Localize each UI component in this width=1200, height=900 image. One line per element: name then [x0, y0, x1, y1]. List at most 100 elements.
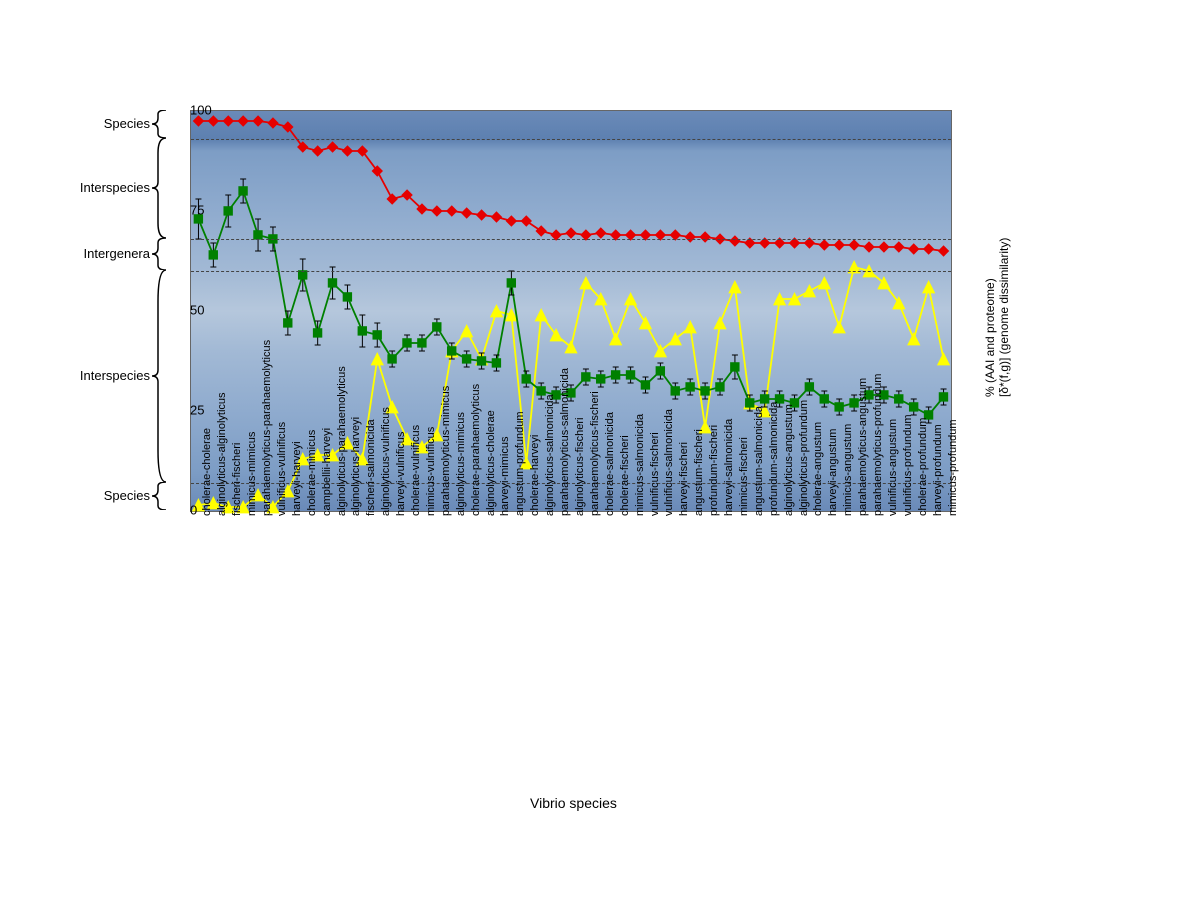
marker-green-square	[686, 383, 694, 391]
marker-yellow-triangle	[640, 317, 652, 329]
marker-green-square	[671, 387, 679, 395]
marker-green-square	[731, 363, 739, 371]
brace	[152, 238, 170, 270]
x-category-label: angustum-salmonicida	[753, 406, 765, 516]
x-category-label: cholerae-vulnificus	[410, 425, 422, 516]
marker-green-square	[209, 251, 217, 259]
marker-green-square	[611, 371, 619, 379]
x-category-label: parahaemolyticus-angustum	[857, 378, 869, 516]
marker-yellow-triangle	[714, 317, 726, 329]
x-category-label: alginolyticus-alginolyticus	[216, 392, 228, 516]
marker-green-square	[641, 381, 649, 389]
marker-red-diamond	[238, 116, 248, 126]
x-category-label: harveyi-harveyi	[291, 441, 303, 516]
x-category-label: parahaemolyticus-fischeri	[589, 391, 601, 516]
region-label: Interspecies	[20, 368, 150, 383]
marker-red-diamond	[342, 146, 352, 156]
marker-green-square	[805, 383, 813, 391]
marker-red-diamond	[313, 146, 323, 156]
x-axis-title: Vibrio species	[530, 795, 617, 811]
marker-red-diamond	[939, 246, 949, 256]
x-category-label: alginolyticus-mimicus	[455, 412, 467, 516]
marker-yellow-triangle	[580, 277, 592, 289]
marker-red-diamond	[909, 244, 919, 254]
x-category-label: mimicus-salmonicida	[634, 414, 646, 516]
marker-yellow-triangle	[535, 309, 547, 321]
region-label: Species	[20, 488, 150, 503]
x-category-label: alginolyticus-salmonicida	[544, 394, 556, 516]
marker-green-square	[582, 373, 590, 381]
x-category-label: parahaemolyticus-profundum	[872, 374, 884, 516]
marker-yellow-triangle	[625, 293, 637, 305]
x-category-label: vulnificus-salmonicida	[663, 409, 675, 516]
marker-green-square	[477, 357, 485, 365]
marker-red-diamond	[730, 236, 740, 246]
x-category-label: alginolyticus-parahaemolyticus	[336, 366, 348, 516]
x-category-label: cholerae-fischeri	[619, 435, 631, 516]
marker-green-square	[254, 231, 262, 239]
marker-green-square	[343, 293, 351, 301]
x-category-label: cholerae-salmonicida	[604, 412, 616, 516]
marker-green-square	[433, 323, 441, 331]
marker-red-diamond	[521, 216, 531, 226]
right-axis-label-1: % (AAI and proteome)	[983, 217, 997, 397]
marker-green-square	[284, 319, 292, 327]
marker-green-square	[313, 329, 321, 337]
x-category-label: vulnificus-fischeri	[649, 432, 661, 516]
marker-green-square	[656, 367, 664, 375]
marker-green-square	[626, 371, 634, 379]
x-category-label: harveyi-profundum	[932, 424, 944, 516]
marker-red-diamond	[819, 240, 829, 250]
marker-green-square	[716, 383, 724, 391]
marker-red-diamond	[208, 116, 218, 126]
marker-green-square	[597, 375, 605, 383]
marker-green-square	[418, 339, 426, 347]
marker-yellow-triangle	[610, 333, 622, 345]
marker-red-diamond	[462, 208, 472, 218]
x-category-label: parahaemolyticus-parahaemolyticus	[261, 340, 273, 516]
x-category-label: mimicus-angustum	[842, 424, 854, 516]
brace	[152, 270, 170, 482]
brace	[152, 482, 170, 510]
x-category-label: harveyi-fischeri	[678, 442, 690, 516]
marker-red-diamond	[596, 228, 606, 238]
marker-green-square	[835, 403, 843, 411]
x-category-label: parahaemolyticus-mimicus	[440, 386, 452, 516]
x-category-label: mimicus-profundum	[947, 419, 959, 516]
x-category-label: alginolyticus-profundum	[798, 400, 810, 516]
x-category-label: angustum-fischeri	[693, 429, 705, 516]
x-category-label: harveyi-angustum	[827, 429, 839, 516]
marker-red-diamond	[477, 210, 487, 220]
x-category-label: harveyi-salmonicida	[723, 419, 735, 516]
marker-red-diamond	[387, 194, 397, 204]
marker-red-diamond	[253, 116, 263, 126]
x-category-label: cholerae-profundum	[917, 418, 929, 516]
marker-green-square	[939, 393, 947, 401]
reference-line	[191, 239, 951, 240]
marker-red-diamond	[834, 240, 844, 250]
marker-red-diamond	[491, 212, 501, 222]
marker-red-diamond	[328, 142, 338, 152]
x-category-label: alginolyticus-fischeri	[574, 418, 586, 516]
marker-red-diamond	[193, 116, 203, 126]
marker-yellow-triangle	[908, 333, 920, 345]
marker-green-square	[701, 387, 709, 395]
marker-green-square	[820, 395, 828, 403]
region-label: Interspecies	[20, 180, 150, 195]
marker-green-square	[492, 359, 500, 367]
x-category-label: alginolyticus-cholerae	[485, 410, 497, 516]
x-category-label: mimicus-fischeri	[738, 437, 750, 516]
marker-red-diamond	[223, 116, 233, 126]
brace	[152, 110, 170, 138]
marker-red-diamond	[566, 228, 576, 238]
x-category-label: mimicus-vulnificus	[425, 427, 437, 516]
x-category-label: campbellii-harveyi	[321, 428, 333, 516]
marker-yellow-triangle	[371, 353, 383, 365]
marker-green-square	[388, 355, 396, 363]
marker-yellow-triangle	[833, 321, 845, 333]
marker-red-diamond	[700, 232, 710, 242]
marker-red-diamond	[894, 242, 904, 252]
x-category-label: fischeri-salmonicida	[365, 419, 377, 516]
marker-red-diamond	[447, 206, 457, 216]
marker-green-square	[328, 279, 336, 287]
